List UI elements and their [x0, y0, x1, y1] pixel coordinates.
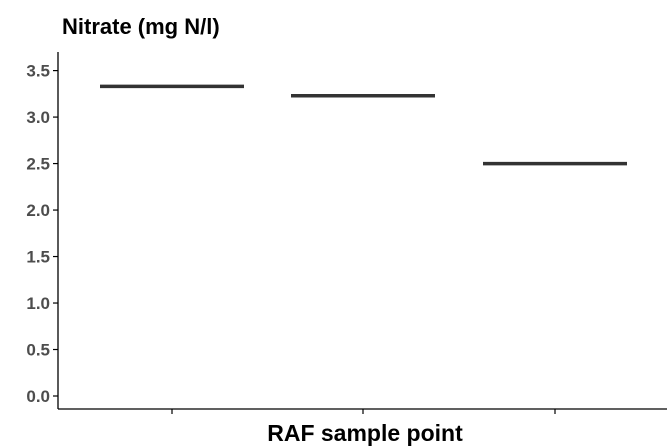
- y-tick-label: 1.0: [26, 294, 50, 313]
- y-tick-label: 3.0: [26, 108, 50, 127]
- y-axis-title: Nitrate (mg N/l): [62, 14, 220, 39]
- y-tick-label: 2.0: [26, 201, 50, 220]
- y-tick-label: 0.5: [26, 341, 50, 360]
- x-axis-title: RAF sample point: [267, 420, 463, 446]
- y-tick-label: 1.5: [26, 248, 50, 267]
- plot-area: 0.0 0.5 1.0 1.5 2.0 2.5 3.0 3.5: [26, 52, 667, 414]
- y-tick-label: 3.5: [26, 62, 50, 81]
- y-tick-label: 0.0: [26, 387, 50, 406]
- y-tick-label: 2.5: [26, 155, 50, 174]
